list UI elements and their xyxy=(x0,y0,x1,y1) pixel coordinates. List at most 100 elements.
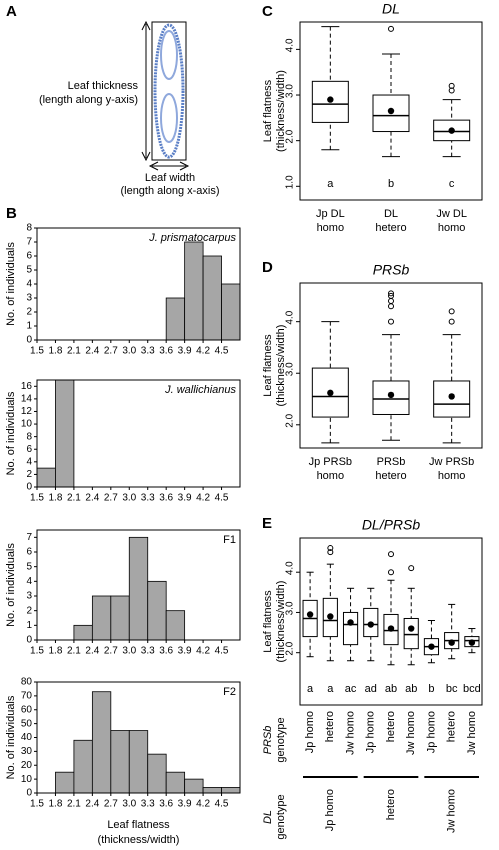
annotation: J. prismatocarpus xyxy=(148,232,236,244)
y-tick-label: 16 xyxy=(21,381,33,392)
x-tick-label: 2.1 xyxy=(67,493,81,504)
y-tick-label: 2.0 xyxy=(285,641,296,655)
outlier xyxy=(388,25,394,32)
x-tick-label: 3.9 xyxy=(178,493,192,504)
x-tick-label: 3.9 xyxy=(178,346,192,357)
y-tick-label: 6 xyxy=(26,444,32,455)
y-axis-label: No. of individuals xyxy=(5,695,17,779)
y-axis-label: (thickness/width) xyxy=(275,325,287,407)
x-tick-label: Jp homo xyxy=(304,711,316,753)
x-tick-label: 3.0 xyxy=(122,493,136,504)
mean xyxy=(327,389,334,397)
y-tick-label: 8 xyxy=(26,431,32,442)
y-tick-label: 2 xyxy=(26,469,32,480)
box xyxy=(433,380,471,418)
box xyxy=(342,611,359,646)
x-tick-label: DL hetero xyxy=(375,208,406,234)
group-label: hetero xyxy=(385,789,397,820)
x-tick-label: 1.8 xyxy=(49,346,63,357)
y-tick-label: 80 xyxy=(21,677,33,688)
bar xyxy=(147,580,167,641)
panel-label: B xyxy=(6,205,17,222)
thickness-label: (length along y-axis) xyxy=(39,94,138,106)
y-tick-label: 3.0 xyxy=(285,601,296,615)
x-tick-label: Jp PRSb homo xyxy=(309,456,352,482)
bar xyxy=(184,241,204,341)
group-label: Jw homo xyxy=(446,789,458,833)
x-tick-label: 1.5 xyxy=(30,646,44,657)
x-tick-label: 2.7 xyxy=(104,493,118,504)
x-tick-label: 2.4 xyxy=(85,346,99,357)
y-axis-label: No. of individuals xyxy=(5,543,17,627)
x-tick-label: hetero xyxy=(446,711,458,742)
mean xyxy=(408,625,415,632)
x-tick-label: PRSb hetero xyxy=(375,456,406,482)
significance-letter: a xyxy=(307,683,314,695)
chart-title: PRSb xyxy=(373,262,410,278)
x-tick-label: Jp homo xyxy=(425,711,437,753)
bar xyxy=(165,610,186,641)
significance-letter: a xyxy=(327,178,334,190)
mean xyxy=(387,107,395,115)
mean xyxy=(448,393,455,400)
outlier xyxy=(388,298,394,305)
x-tick-label: 3.9 xyxy=(178,646,192,657)
panel-label: D xyxy=(262,259,273,276)
x-tick-label: Jw homo xyxy=(405,711,417,755)
x-tick-label: 2.4 xyxy=(85,646,99,657)
x-tick-label: 3.0 xyxy=(122,799,136,810)
y-tick-label: 10 xyxy=(21,419,33,430)
plot-frame xyxy=(299,537,483,706)
y-tick-label: 40 xyxy=(21,732,33,743)
y-tick-label: 4 xyxy=(26,456,32,467)
axis-label: DL xyxy=(262,810,274,824)
x-tick-label: 3.3 xyxy=(141,493,155,504)
y-tick-label: 4.0 xyxy=(285,561,296,575)
plot-frame xyxy=(299,282,483,449)
y-tick-label: 70 xyxy=(21,691,33,702)
x-tick-label: 3.6 xyxy=(159,799,173,810)
y-tick-label: 1.0 xyxy=(285,175,296,189)
bar xyxy=(165,771,186,794)
y-tick-label: 2.0 xyxy=(285,413,296,427)
y-tick-label: 6 xyxy=(26,547,32,558)
x-tick-label: 4.2 xyxy=(196,646,210,657)
bar xyxy=(73,624,93,641)
y-tick-label: 1 xyxy=(26,321,32,332)
x-tick-label: Jw DL homo xyxy=(436,208,467,234)
x-tick-label: 4.2 xyxy=(196,799,210,810)
width-label: (length along x-axis) xyxy=(120,185,219,197)
significance-letter: b xyxy=(428,683,434,695)
mean xyxy=(448,127,455,134)
x-tick-label: 3.6 xyxy=(159,493,173,504)
x-axis-label: (thickness/width) xyxy=(98,834,180,846)
significance-letter: a xyxy=(327,683,334,695)
outlier xyxy=(327,545,334,552)
y-tick-label: 0 xyxy=(26,335,32,346)
outlier xyxy=(448,308,455,315)
significance-letter: ac xyxy=(345,683,357,695)
x-tick-label: 3.3 xyxy=(141,799,155,810)
axis-label: PRSb xyxy=(262,726,274,755)
mean xyxy=(347,619,354,626)
mean xyxy=(448,639,455,646)
leaf-cavity xyxy=(160,30,178,80)
outlier xyxy=(388,303,394,310)
y-tick-label: 0 xyxy=(26,482,32,493)
x-tick-label: 4.5 xyxy=(215,493,229,504)
y-axis-label: (thickness/width) xyxy=(275,581,287,663)
y-tick-label: 7 xyxy=(26,532,32,543)
x-tick-label: 2.4 xyxy=(85,493,99,504)
y-tick-label: 2 xyxy=(26,307,32,318)
bar xyxy=(202,787,222,794)
significance-letter: c xyxy=(449,178,455,190)
panel-label: A xyxy=(6,3,17,20)
leaf-frame xyxy=(151,21,187,161)
outlier xyxy=(388,292,394,299)
mean xyxy=(387,625,395,632)
x-tick-label: 2.7 xyxy=(104,799,118,810)
mean xyxy=(327,613,334,620)
mean xyxy=(468,639,476,646)
plot-frame xyxy=(36,529,241,641)
